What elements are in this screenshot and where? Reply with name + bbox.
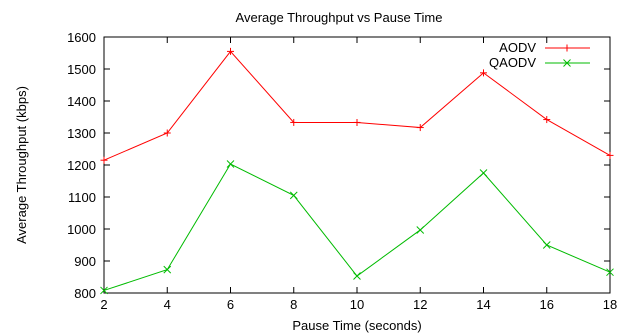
- x-tick-label: 16: [540, 297, 554, 312]
- x-tick-label: 6: [227, 297, 234, 312]
- y-tick-label: 1100: [68, 190, 96, 205]
- series-layer: [100, 47, 614, 295]
- y-tick-label: 1600: [67, 30, 96, 45]
- x-tick-label: 12: [413, 297, 427, 312]
- y-tick-label: 800: [74, 286, 96, 301]
- data-point-aodv: [416, 124, 424, 132]
- x-tick-label: 14: [476, 297, 490, 312]
- data-point-aodv: [353, 118, 361, 126]
- data-point-qaodv: [226, 160, 235, 168]
- data-point-qaodv: [479, 169, 488, 177]
- axis-ticks: 2 4 6 8 10 12 14 16 18 800 900 1000 1100 1200 1300 1400…: [67, 30, 617, 312]
- y-tick-label: 1000: [67, 222, 96, 237]
- x-tick-label: 4: [164, 297, 171, 312]
- data-point-qaodv: [289, 191, 298, 200]
- data-point-aodv: [163, 129, 171, 137]
- chart-title: Average Throughput vs Pause Time: [236, 10, 443, 25]
- data-point-qaodv: [100, 286, 108, 295]
- data-point-qaodv: [606, 268, 614, 277]
- legend-label-aodv: AODV: [499, 40, 536, 55]
- x-tick-label: 10: [350, 297, 364, 312]
- x-tick-label: 2: [100, 297, 107, 312]
- data-point-aodv: [543, 116, 551, 124]
- data-point-qaodv: [163, 265, 172, 274]
- y-tick-label: 900: [74, 254, 96, 269]
- series-qaodv: [100, 160, 614, 295]
- data-point-qaodv: [353, 272, 361, 280]
- y-tick-label: 1200: [67, 158, 96, 173]
- y-tick-label: 1400: [67, 94, 96, 109]
- x-tick-label: 18: [603, 297, 617, 312]
- data-point-aodv: [606, 151, 614, 159]
- data-point-aodv: [290, 118, 298, 126]
- y-tick-label: 1500: [67, 62, 96, 77]
- data-point-aodv: [227, 47, 234, 55]
- data-point-aodv: [100, 156, 108, 164]
- y-tick-label: 1300: [67, 126, 96, 141]
- data-point-aodv: [480, 69, 487, 77]
- data-point-qaodv: [542, 241, 551, 249]
- legend-marker-aodv: [563, 44, 571, 52]
- plot-frame: [103, 36, 611, 294]
- series-line-qaodv: [103, 163, 611, 291]
- legend-marker-qaodv: [563, 59, 571, 67]
- data-point-qaodv: [416, 226, 425, 234]
- series-aodv: [100, 47, 614, 164]
- x-axis-label: Pause Time (seconds): [292, 318, 421, 333]
- y-axis-label: Average Throughput (kbps): [14, 86, 29, 244]
- x-tick-label: 8: [290, 297, 297, 312]
- legend-label-qaodv: QAODV: [489, 55, 536, 70]
